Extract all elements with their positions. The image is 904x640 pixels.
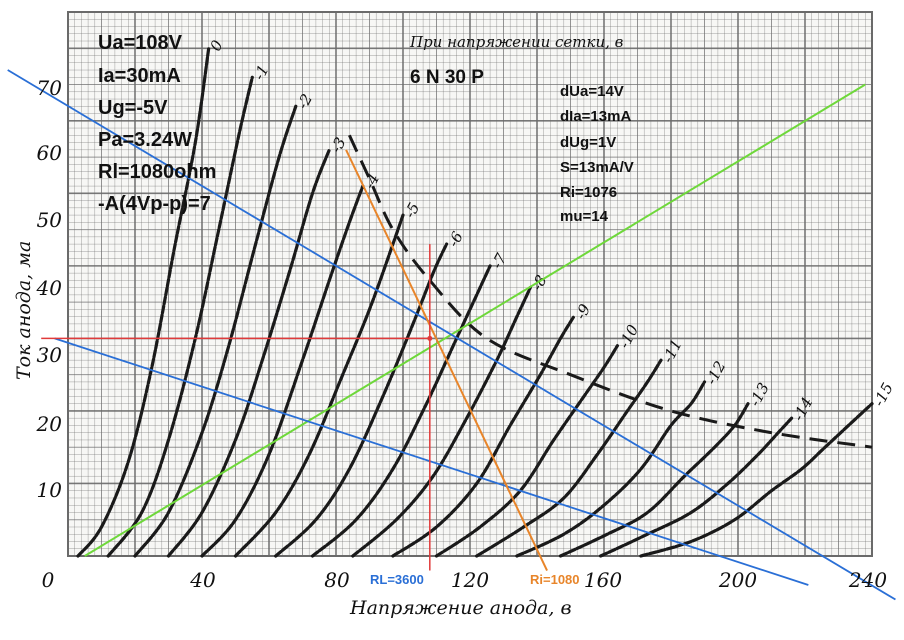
tube-type: 6 N 30 P [410, 67, 484, 88]
ri-label: Ri=1080 [530, 572, 580, 587]
x-tick-40: 40 [189, 568, 216, 592]
curve-ug-6 [274, 242, 449, 558]
green-line [84, 83, 866, 557]
load-line-upper [7, 69, 896, 601]
y-tick-30: 30 [37, 343, 63, 367]
ri-line [345, 149, 548, 571]
curve-ug-15 [639, 402, 874, 558]
x-tick-80: 80 [324, 568, 350, 592]
power-limit-curve [348, 134, 873, 449]
y-tick-40: 40 [36, 276, 63, 300]
load-line-rl3600 [54, 337, 809, 586]
y-tick-20: 20 [36, 412, 63, 436]
x-tick-120: 120 [451, 568, 489, 592]
x-tick-0: 0 [42, 568, 55, 592]
pa-limit-line [348, 134, 873, 449]
note-ug: Ug=-5V [98, 97, 168, 119]
curve-ug-2 [133, 104, 298, 558]
note-ri: Ri=1076 [560, 184, 617, 201]
curve-ug-7 [310, 264, 492, 558]
curve-ug-10 [434, 344, 619, 558]
x-tick-200: 200 [718, 568, 757, 592]
curve-ug-5 [233, 213, 405, 558]
note-pa: Pa=3.24W [98, 129, 192, 151]
anode-curves: 0-1-2-3-4-5-6-7-8-9-10 -11-12-13 -14 -15 [76, 37, 897, 558]
y-tick-50: 50 [37, 208, 63, 232]
y-tick-60: 60 [37, 141, 63, 165]
x-tick-240: 240 [848, 568, 887, 592]
curve-ug-8 [351, 286, 532, 558]
x-axis: 0 40 80 120 160 200 240 Напряжение анода… [42, 568, 888, 619]
chart-title: При напряжении сетки, в [409, 33, 624, 51]
note-mu: mu=14 [560, 208, 609, 225]
curve-ug-12 [515, 380, 707, 558]
curve-ug-4 [200, 184, 365, 558]
operating-point [427, 335, 433, 341]
right-annotations: dUa=14V dIa=13mA dUg=1V S=13mA/V Ri=1076… [560, 83, 634, 225]
curve-ug-3 [166, 148, 331, 558]
construction-lines [7, 69, 896, 601]
x-axis-title: Напряжение анода, в [349, 597, 572, 619]
note-rl: Rl=1080ohm [98, 161, 216, 183]
note-dua: dUa=14V [560, 83, 624, 100]
note-s: S=13mA/V [560, 159, 634, 176]
title-caption: При напряжении сетки, в [409, 33, 624, 51]
y-axis: 10 20 30 40 50 60 70 Ток анода, ма [13, 76, 62, 502]
y-tick-10: 10 [37, 478, 63, 502]
note-ua: Ua=108V [98, 32, 183, 54]
curve-ug0 [76, 46, 211, 558]
x-tick-160: 160 [584, 568, 622, 592]
curve-ug-14 [599, 416, 794, 558]
left-annotations: Ua=108V Ia=30mA Ug=-5V Pa=3.24W Rl=1080o… [98, 32, 216, 215]
curve-ug-9 [391, 315, 576, 558]
note-ia: Ia=30mA [98, 65, 181, 87]
note-dia: dIa=13mA [560, 108, 631, 125]
y-tick-70: 70 [37, 76, 63, 100]
curve-ug-11 [475, 358, 663, 558]
note-gain: -A(4Vp-p)=7 [98, 193, 211, 215]
note-dug: dUg=1V [560, 134, 616, 151]
y-axis-title: Ток анода, ма [13, 241, 35, 380]
rl-label: RL=3600 [370, 572, 424, 587]
